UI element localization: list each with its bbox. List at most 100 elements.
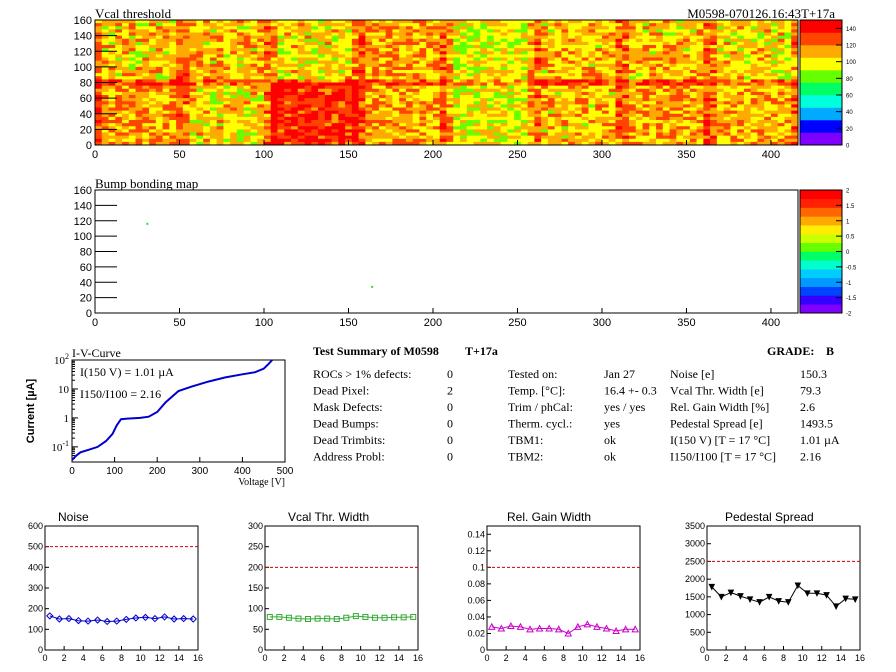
- vcal-cell: [412, 38, 420, 43]
- vcal-cell: [378, 141, 387, 146]
- vcal-cell: [324, 98, 332, 102]
- vcal-cell: [250, 132, 258, 137]
- vcal-cell: [737, 26, 745, 30]
- vcal-cell: [405, 123, 414, 127]
- vcal-cell: [696, 70, 704, 74]
- vcal-cell: [689, 57, 698, 62]
- vcal-cell: [324, 110, 332, 115]
- vcal-cell: [757, 104, 765, 108]
- vcal-cell: [784, 104, 792, 108]
- vcal-cell: [108, 110, 116, 115]
- vcal-cell: [399, 26, 407, 30]
- vcal-cell: [372, 41, 380, 46]
- vcal-cell: [460, 79, 468, 83]
- vcal-cell: [209, 110, 218, 115]
- vcal-cell: [561, 129, 569, 133]
- vcal-cell: [311, 23, 319, 27]
- vcal-cell: [460, 76, 468, 80]
- vcal-cell: [703, 32, 711, 37]
- vcal-cell: [392, 113, 400, 118]
- vcal-cell: [149, 123, 157, 127]
- vcal-cell: [676, 129, 684, 133]
- vcal-cell: [304, 51, 312, 55]
- vcal-cell: [250, 38, 258, 43]
- vcal-cell: [162, 51, 170, 55]
- vcal-cell: [385, 104, 393, 108]
- vcal-cell: [669, 113, 677, 118]
- vcal-cell: [142, 107, 150, 112]
- vcal-cell: [520, 113, 529, 118]
- vcal-cell: [331, 54, 339, 58]
- vcal-cell: [453, 95, 461, 99]
- vcal-cell: [203, 60, 211, 65]
- y-tick-label: 20: [80, 124, 92, 136]
- vcal-cell: [514, 82, 522, 87]
- vcal-cell: [574, 116, 583, 121]
- vcal-cell: [595, 66, 603, 71]
- vcal-cell: [324, 73, 332, 77]
- vcal-cell: [662, 79, 670, 83]
- vcal-cell: [446, 63, 454, 68]
- vcal-cell: [419, 88, 427, 93]
- vcal-cell: [115, 141, 123, 146]
- vcal-cell: [209, 70, 218, 74]
- data-point: [784, 599, 792, 606]
- vcal-cell: [257, 135, 265, 140]
- vcal-cell: [777, 26, 785, 30]
- vcal-cell: [791, 38, 799, 43]
- vcal-cell: [176, 60, 184, 65]
- iv-xlabel: Voltage [V]: [238, 477, 285, 488]
- vcal-cell: [656, 98, 664, 102]
- vcal-cell: [527, 76, 535, 80]
- vcal-cell: [115, 23, 123, 27]
- vcal-cell: [176, 132, 184, 137]
- vcal-cell: [331, 107, 339, 112]
- vcal-cell: [453, 29, 461, 33]
- vcal-cell: [372, 29, 380, 33]
- vcal-cell: [574, 29, 583, 33]
- vcal-cell: [473, 23, 481, 27]
- colorbar-band: [800, 291, 842, 294]
- vcal-cell: [723, 88, 731, 93]
- vcal-cell: [595, 138, 603, 143]
- vcal-cell: [473, 123, 481, 127]
- vcal-cell: [568, 129, 576, 133]
- vcal-cell: [662, 35, 670, 40]
- vcal-cell: [122, 123, 130, 127]
- vcal-cell: [581, 70, 589, 74]
- vcal-cell: [378, 60, 387, 65]
- vcal-cell: [426, 73, 434, 77]
- vcal-cell: [169, 85, 177, 90]
- vcal-cell: [480, 23, 488, 27]
- vcal-cell: [432, 54, 441, 58]
- vcal-cell: [284, 135, 292, 140]
- colorbar-tick-label: 120: [846, 44, 857, 50]
- summary-value: 0: [447, 417, 453, 431]
- vcal-cell: [453, 104, 461, 108]
- vcal-cell: [507, 63, 515, 68]
- vcal-cell: [581, 91, 589, 96]
- vcal-cell: [737, 63, 745, 68]
- vcal-cell: [270, 126, 278, 130]
- vcal-cell: [196, 113, 204, 118]
- vcal-cell: [581, 110, 589, 115]
- vcal-cell: [622, 38, 630, 43]
- vcal-cell: [514, 38, 522, 43]
- vcal-cell: [554, 60, 562, 65]
- vcal-cell: [595, 129, 603, 133]
- vcal-cell: [649, 110, 657, 115]
- vcal-cell: [608, 91, 616, 96]
- vcal-cell: [399, 57, 407, 62]
- vcal-cell: [777, 20, 785, 24]
- vcal-cell: [351, 35, 360, 40]
- vcal-cell: [635, 98, 643, 102]
- vcal-cell: [703, 29, 711, 33]
- vcal-cell: [135, 20, 143, 24]
- vcal-cell: [703, 54, 711, 58]
- vcal-cell: [716, 66, 725, 71]
- vcal-cell: [466, 116, 474, 121]
- vcal-cell: [689, 104, 698, 108]
- colorbar-band: [800, 80, 842, 83]
- vcal-cell: [561, 26, 569, 30]
- vcal-cell: [257, 110, 265, 115]
